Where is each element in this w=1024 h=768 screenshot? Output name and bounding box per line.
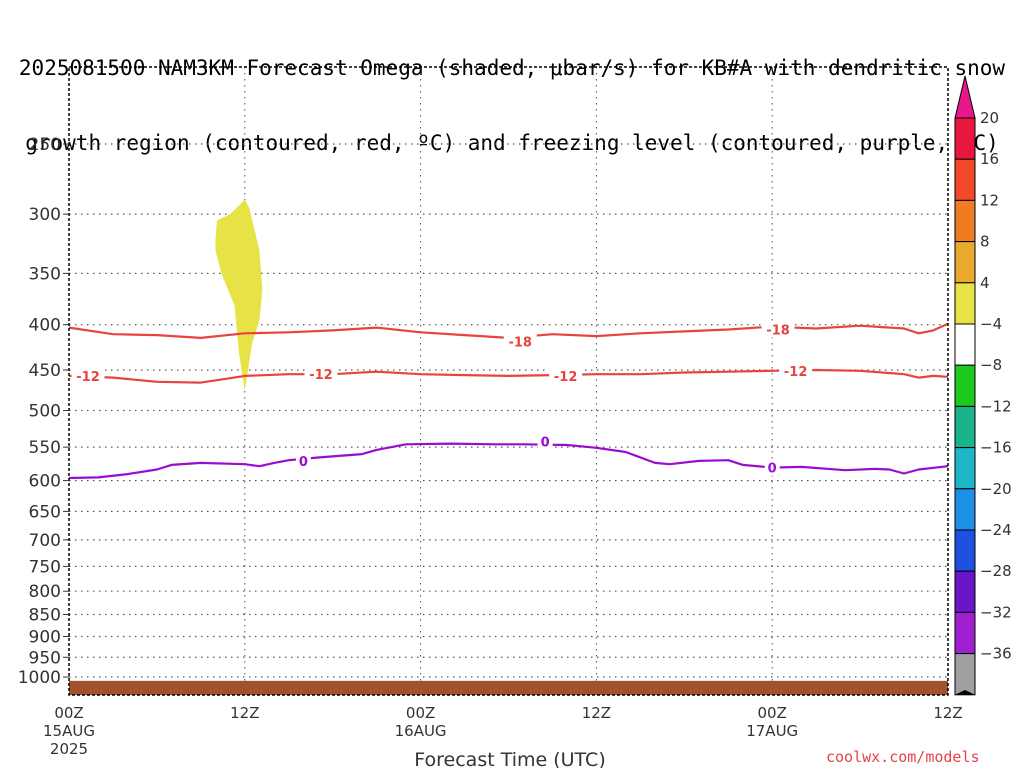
x-tick-label: 12Z xyxy=(582,704,611,722)
contour-line-0 xyxy=(69,322,948,339)
chart-title-line2: growth region (contoured, red, ºC) and f… xyxy=(25,131,999,155)
contour-label-bg xyxy=(71,367,105,384)
colorbar: 20 16 12 8 4 −4 −8 −12 −16 −20 −24 −28 −32 −36 xyxy=(954,75,1012,696)
colorbar-tick-label: −16 xyxy=(980,439,1012,457)
contour-freezing-0: 0 0 0 xyxy=(69,433,948,480)
colorbar-tick-label: 20 xyxy=(980,109,999,127)
y-tick-label: 600 xyxy=(29,472,61,492)
contour-line-1 xyxy=(69,368,948,384)
plot-frame xyxy=(68,66,949,696)
contour-label: -12 xyxy=(554,370,578,385)
x-tick-date-label: 15AUG xyxy=(43,722,95,740)
contour-label-bg xyxy=(537,433,553,450)
colorbar-swatch xyxy=(954,405,976,449)
x-tick-label: 12Z xyxy=(230,704,259,722)
contour-line-2 xyxy=(69,442,948,480)
contour-label: -18 xyxy=(766,323,790,338)
y-tick-label: 550 xyxy=(29,438,61,458)
colorbar-tick-label: −4 xyxy=(980,315,1002,333)
contour-label: -12 xyxy=(309,368,333,383)
contour-label: -18 xyxy=(508,336,532,351)
credit-text[interactable]: coolwx.com/models xyxy=(826,748,980,766)
y-axis: 2503003504004505005506006507007508008509… xyxy=(18,135,69,688)
contour-label-bg xyxy=(295,452,311,469)
colorbar-tick-label: −32 xyxy=(980,603,1012,621)
y-tick-label: 350 xyxy=(29,264,61,284)
contour-label-bg xyxy=(764,459,780,476)
contour-label-bg xyxy=(779,362,813,379)
contour-label: 0 xyxy=(299,455,308,470)
y-tick-label: 900 xyxy=(29,627,61,647)
omega-shaded-region xyxy=(215,199,263,391)
colorbar-tick-label: −12 xyxy=(980,397,1012,415)
chart-title: 2025081500 NAM3KM Forecast Omega (shaded… xyxy=(0,6,1024,181)
contour-label: -12 xyxy=(784,365,808,380)
colorbar-swatch xyxy=(954,364,976,407)
colorbar-swatch xyxy=(954,488,976,531)
y-tick-label: 800 xyxy=(29,582,61,602)
y-tick-label: 300 xyxy=(29,205,61,225)
colorbar-tick-label: 16 xyxy=(980,150,999,168)
colorbar-tick-label: 4 xyxy=(980,274,990,292)
contour-label: 0 xyxy=(768,462,777,477)
contour-label-bg xyxy=(549,367,583,384)
contour-label-bg xyxy=(304,366,338,383)
colorbar-swatch xyxy=(954,611,976,655)
colorbar-tick-label: −28 xyxy=(980,562,1012,580)
contour-label-bg xyxy=(761,321,795,338)
y-tick-label: 850 xyxy=(29,606,61,626)
surface-fill xyxy=(69,680,948,695)
contour-label-bg xyxy=(503,333,537,350)
colorbar-swatch xyxy=(954,323,976,366)
colorbar-bottom-arrow xyxy=(955,690,975,695)
colorbar-swatch xyxy=(954,199,976,243)
contour-dgz-18: -18 -18 xyxy=(69,321,948,351)
gridlines xyxy=(69,67,948,695)
colorbar-tick-label: −36 xyxy=(980,645,1012,663)
y-tick-label: 450 xyxy=(29,361,61,381)
colorbar-swatch xyxy=(954,241,976,284)
plot-area: -18 -18 -12 -12 -12 -12 0 0 0 xyxy=(69,199,948,695)
colorbar-tick-label: 12 xyxy=(980,191,999,209)
contour-label: -12 xyxy=(76,370,100,385)
x-tick-label: 00Z xyxy=(54,704,83,722)
x-tick-year-label: 2025 xyxy=(50,740,88,758)
colorbar-swatch xyxy=(954,117,976,160)
y-tick-label: 650 xyxy=(29,502,61,522)
colorbar-tick-label: −24 xyxy=(980,521,1012,539)
x-tick-label: 00Z xyxy=(406,704,435,722)
colorbar-top-arrow xyxy=(954,75,976,119)
y-tick-label: 750 xyxy=(29,557,61,577)
y-tick-label: 400 xyxy=(29,316,61,336)
colorbar-tick-label: 8 xyxy=(980,233,990,251)
colorbar-swatch xyxy=(954,653,976,696)
colorbar-swatch xyxy=(954,282,976,325)
contour-dgz-12: -12 -12 -12 -12 xyxy=(69,362,948,385)
colorbar-swatch xyxy=(954,570,976,613)
x-tick-date-label: 17AUG xyxy=(746,722,798,740)
y-tick-label: 1000 xyxy=(18,668,61,688)
colorbar-swatch xyxy=(954,529,976,572)
chart-title-line1: 2025081500 NAM3KM Forecast Omega (shaded… xyxy=(18,56,1006,80)
y-tick-label: 250 xyxy=(29,135,61,155)
x-tick-label: 12Z xyxy=(933,704,962,722)
x-tick-date-label: 16AUG xyxy=(395,722,447,740)
y-tick-label: 950 xyxy=(29,648,61,668)
contour-label: 0 xyxy=(541,436,550,451)
colorbar-swatch xyxy=(954,447,976,490)
colorbar-tick-label: −20 xyxy=(980,480,1012,498)
y-tick-label: 700 xyxy=(29,531,61,551)
y-tick-label: 500 xyxy=(29,402,61,422)
x-tick-label: 00Z xyxy=(758,704,787,722)
colorbar-swatch xyxy=(954,158,976,201)
x-axis-label: Forecast Time (UTC) xyxy=(414,749,605,768)
colorbar-tick-label: −8 xyxy=(980,356,1002,374)
